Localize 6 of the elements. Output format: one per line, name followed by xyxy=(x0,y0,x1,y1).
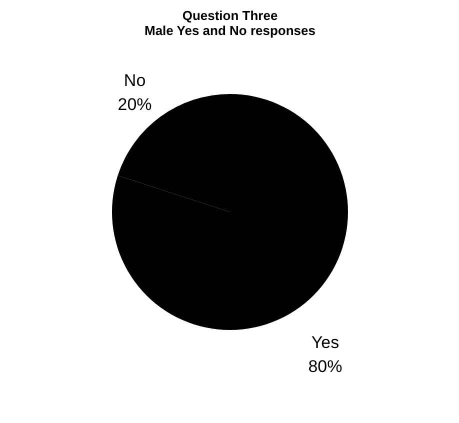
data-label: 80% xyxy=(308,357,342,376)
slice-label: Yes xyxy=(311,333,340,352)
chart-title: Question Three Male Yes and No responses xyxy=(144,8,316,38)
slice-label: No xyxy=(124,70,146,90)
pie-slice xyxy=(112,94,348,330)
data-label: 20% xyxy=(118,94,152,114)
